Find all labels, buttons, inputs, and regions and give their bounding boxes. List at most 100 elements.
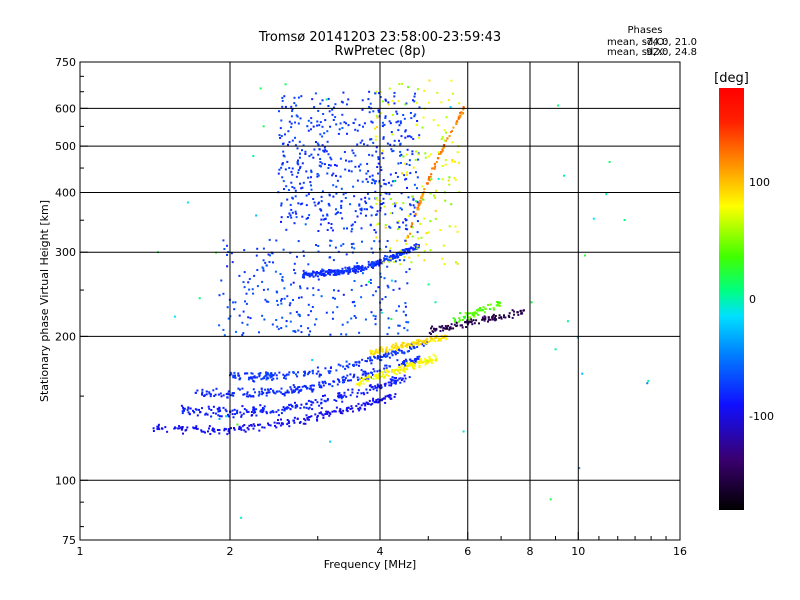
data-point <box>304 150 307 153</box>
data-point <box>503 314 505 317</box>
data-point <box>266 371 269 374</box>
data-point <box>307 418 310 421</box>
data-point <box>434 337 437 340</box>
data-point <box>240 516 243 519</box>
data-point <box>302 275 305 277</box>
data-point <box>307 303 310 306</box>
data-point <box>258 429 261 432</box>
data-point <box>443 334 446 337</box>
data-point <box>395 253 398 256</box>
data-point <box>412 99 414 102</box>
data-point <box>245 302 248 305</box>
data-point <box>379 387 382 390</box>
data-point <box>327 222 330 225</box>
data-point <box>342 193 345 196</box>
data-point <box>346 364 349 367</box>
data-point <box>220 415 223 418</box>
data-point <box>434 217 437 220</box>
data-point <box>390 279 393 282</box>
data-point <box>435 336 438 339</box>
data-point <box>275 374 278 377</box>
data-point <box>318 386 321 388</box>
data-point <box>407 236 409 239</box>
data-point <box>372 397 375 400</box>
data-point <box>364 374 367 377</box>
data-point <box>302 273 305 276</box>
data-point <box>398 83 401 86</box>
data-point <box>394 353 397 356</box>
data-point <box>301 186 304 189</box>
data-point <box>581 372 584 375</box>
data-point <box>378 351 381 354</box>
data-point <box>410 360 413 363</box>
y-tick-label: 200 <box>55 330 76 343</box>
data-point <box>410 347 413 350</box>
data-point <box>313 384 315 387</box>
data-point <box>332 296 335 299</box>
data-point <box>371 264 373 267</box>
data-point <box>323 146 326 149</box>
data-point <box>362 269 365 271</box>
data-point <box>283 188 285 190</box>
data-point <box>350 170 353 173</box>
data-point <box>357 378 360 381</box>
data-point <box>344 377 347 380</box>
data-point <box>462 108 465 111</box>
data-point <box>410 246 413 249</box>
data-point <box>302 374 305 377</box>
data-point <box>447 179 450 182</box>
data-point <box>279 127 282 130</box>
data-point <box>362 402 365 405</box>
data-point <box>410 117 413 120</box>
data-point <box>380 112 383 115</box>
data-point <box>412 198 415 201</box>
data-point <box>274 424 276 427</box>
data-point <box>475 319 478 322</box>
data-point <box>201 388 204 391</box>
data-point <box>405 163 408 166</box>
data-point <box>200 429 203 432</box>
data-point <box>301 202 304 205</box>
data-point <box>330 226 333 229</box>
data-point <box>238 314 241 317</box>
data-point <box>334 246 337 249</box>
data-point <box>381 298 384 301</box>
data-point <box>418 199 421 202</box>
data-point <box>262 269 265 272</box>
data-point <box>566 320 569 323</box>
data-point <box>356 265 359 268</box>
data-point <box>353 247 356 250</box>
data-point <box>389 259 392 262</box>
data-point <box>523 309 525 312</box>
data-point <box>457 118 460 121</box>
data-point <box>341 113 344 116</box>
x-tick-label: 16 <box>673 545 687 558</box>
data-point <box>299 407 302 410</box>
data-point <box>423 250 426 253</box>
data-point <box>390 131 393 133</box>
data-point <box>394 344 397 347</box>
data-point <box>276 291 279 294</box>
data-point <box>450 79 453 82</box>
data-point <box>252 395 255 398</box>
data-point <box>384 351 387 354</box>
data-point <box>291 167 294 170</box>
data-point <box>386 333 389 336</box>
data-point <box>354 272 357 274</box>
data-point <box>382 137 385 140</box>
data-point <box>302 181 305 184</box>
data-point <box>312 270 315 273</box>
data-point <box>456 151 459 154</box>
data-point <box>417 362 420 365</box>
data-point <box>357 265 360 268</box>
data-point <box>244 372 247 375</box>
data-point <box>344 266 347 269</box>
data-point <box>293 386 296 388</box>
data-point <box>295 114 298 117</box>
data-point <box>208 425 211 428</box>
data-point <box>401 249 404 252</box>
data-point <box>338 394 341 397</box>
data-point <box>403 371 406 373</box>
data-point <box>448 135 451 137</box>
data-point <box>297 313 300 316</box>
